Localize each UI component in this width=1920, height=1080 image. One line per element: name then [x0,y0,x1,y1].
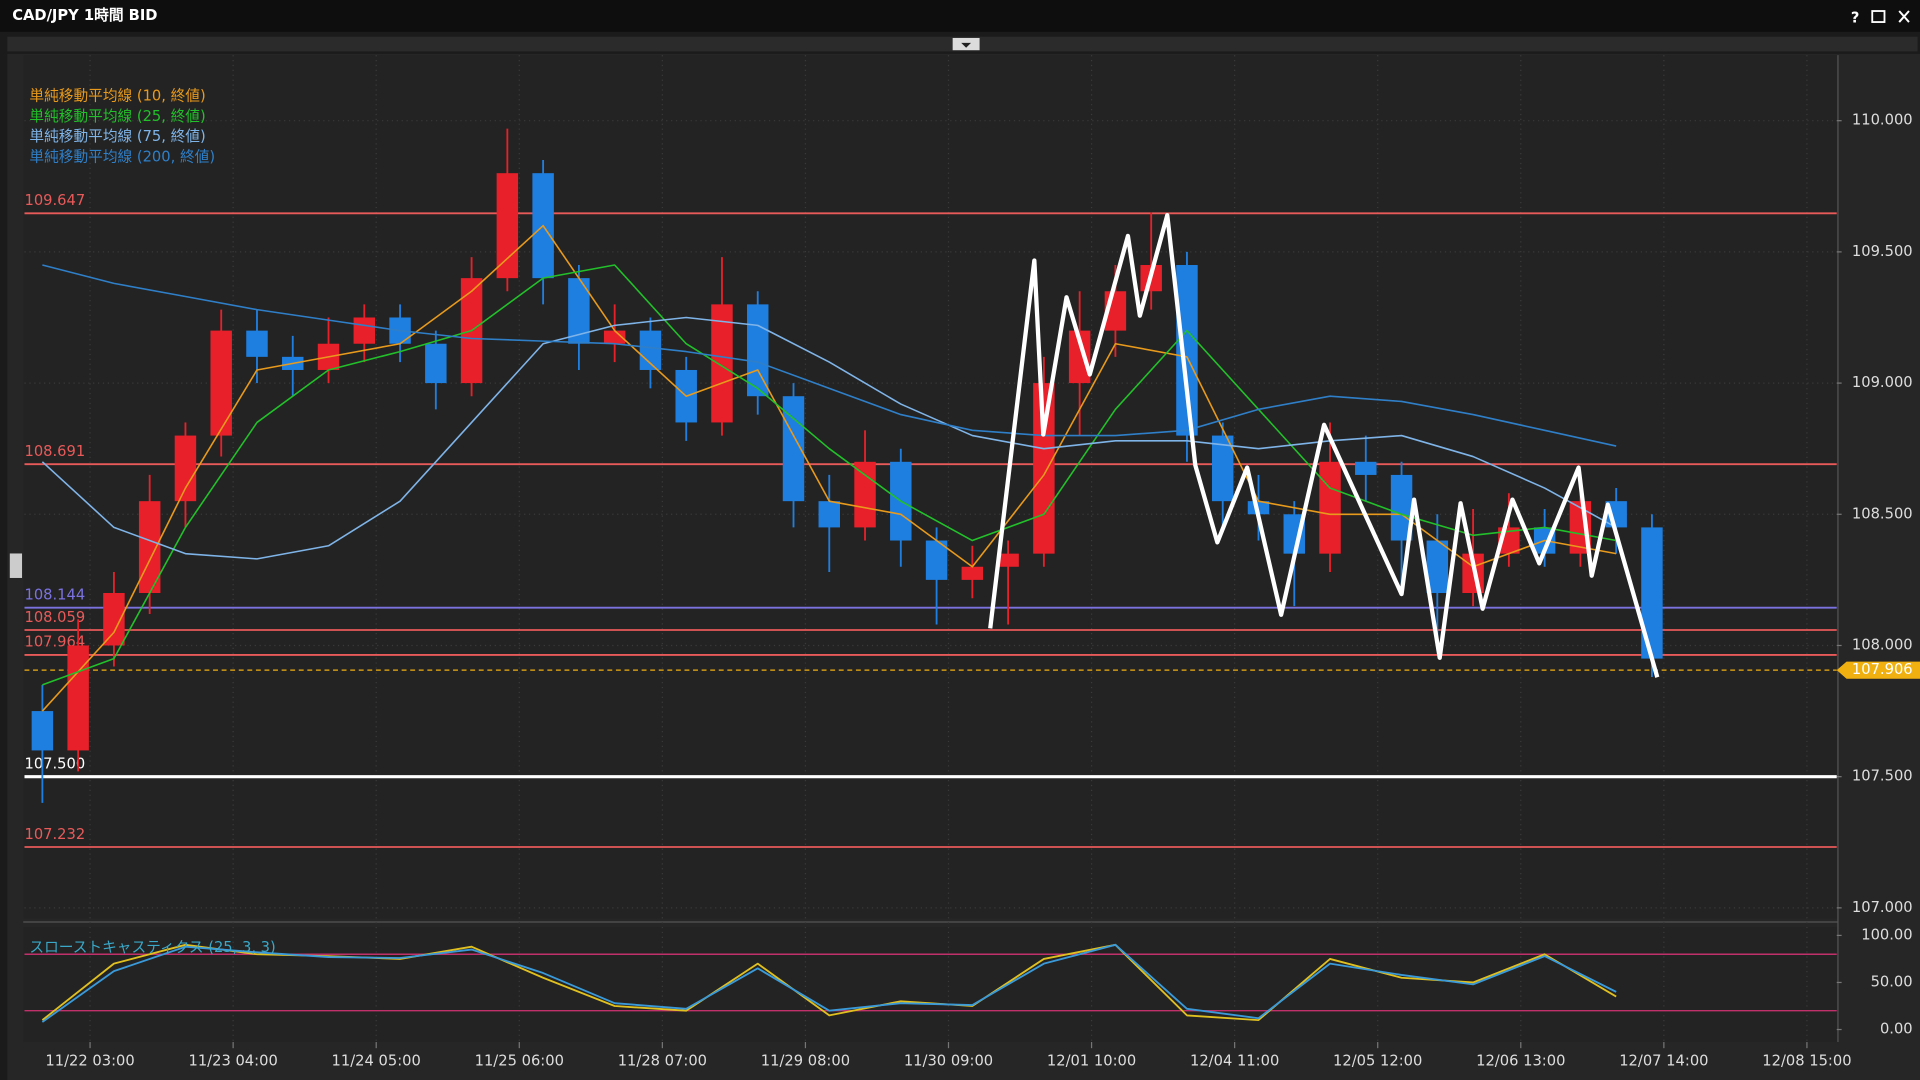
stoch-plot-bg [23,926,1838,1043]
x-tick-label: 11/28 07:00 [618,1053,707,1070]
oscillator-line [41,943,1617,1023]
y-tick-label: 109.500 [1852,243,1913,260]
moving-average [41,316,1617,560]
candle-body [711,304,733,423]
candle-body [174,435,197,502]
y-tick-label: 109.000 [1852,374,1913,391]
legend-entry: 単純移動平均線 (75, 終値) [29,128,205,145]
candle-body [568,278,590,344]
x-tick-label: 11/23 04:00 [188,1053,277,1070]
candle-body [67,645,89,751]
candle-body [1033,383,1055,554]
candle-body [997,553,1019,567]
candle-body [925,540,948,580]
panel-title: スローストキャスティクス (25, 3, 3) [29,939,275,956]
candle-body [31,711,54,751]
x-tick-label: 12/05 12:00 [1333,1053,1422,1070]
candle-body [353,317,376,344]
moving-average [41,224,1617,712]
x-tick-label: 11/29 08:00 [761,1053,850,1070]
main-plot-bg [23,55,1838,919]
y-tick-label: 108.500 [1852,505,1913,522]
y-tick-label: 50.00 [1871,973,1913,990]
y-tick-label: 0.00 [1880,1021,1913,1038]
x-tick-label: 11/22 03:00 [45,1053,134,1070]
x-tick-label: 12/08 15:00 [1762,1053,1851,1070]
title-bar [0,0,1920,32]
candle-body [496,173,519,279]
y-tick-label: 107.500 [1852,768,1913,785]
x-tick-label: 12/06 13:00 [1476,1053,1565,1070]
legend-entry: 単純移動平均線 (200, 終値) [29,148,215,165]
candle-body [1355,461,1377,475]
y-tick-label: 100.00 [1861,926,1912,943]
candle-body [246,330,268,357]
candle-body [818,501,840,528]
x-tick-label: 11/25 06:00 [475,1053,564,1070]
level-label: 108.059 [24,609,85,626]
y-tick-label: 110.000 [1852,112,1913,129]
candle-body [1390,474,1413,541]
y-tick-label: 108.000 [1852,636,1913,653]
level-label: 108.144 [24,586,85,603]
x-tick-label: 11/30 09:00 [904,1053,993,1070]
candle-body [603,330,626,344]
candle-body [961,566,984,580]
y-tick-label: 107.000 [1852,899,1913,916]
current-price-tag [1836,661,1920,679]
candle-body [1211,435,1234,502]
candle-body [103,593,125,646]
level-label: 108.691 [24,443,85,460]
side-handle[interactable] [9,553,23,578]
x-tick-label: 12/01 10:00 [1047,1053,1136,1070]
legend-entry: 単純移動平均線 (10, 終値) [29,88,205,105]
candle-body [1176,265,1198,436]
x-tick-label: 11/24 05:00 [332,1053,421,1070]
legend-entry: 単純移動平均線 (25, 終値) [29,108,205,125]
candle-body [425,343,447,384]
moving-average [42,264,1617,686]
help-button[interactable]: ? [1851,9,1860,26]
moving-average [42,264,1617,447]
candle-body [1068,330,1091,384]
candle-body [854,461,876,528]
candle-body [210,330,232,436]
candle-body [1426,540,1449,594]
current-price-label: 107.906 [1852,661,1913,678]
close-button[interactable] [1898,10,1910,23]
candle-body [1319,461,1341,554]
main-panel: 107.000 107.500 108.000 108.500 109.000 109.5… [24,55,1920,1070]
x-tick-label: 12/04 11:00 [1190,1053,1279,1070]
candle-body [1641,527,1663,659]
trend-drawing [988,213,1660,678]
toggle-arrow [961,42,972,48]
maximize-button[interactable] [1871,10,1886,23]
x-tick-label: 12/07 14:00 [1619,1053,1708,1070]
level-label: 109.647 [24,192,85,209]
level-label: 107.232 [24,826,85,843]
level-label: 107.500 [24,755,85,772]
window-title: CAD/JPY 1時間 BID [12,6,157,24]
candle-body [639,330,662,370]
